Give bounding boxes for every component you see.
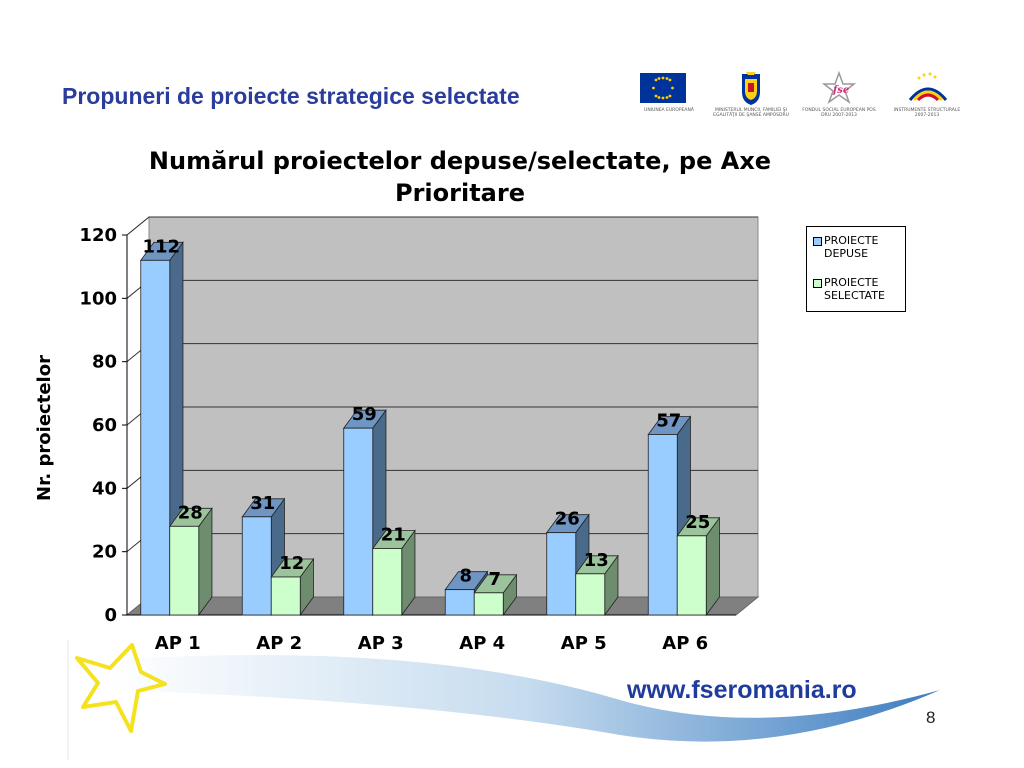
legend-label-depuse: PROIECTE DEPUSE xyxy=(824,234,879,260)
fse-logo-icon: fse FONDUL SOCIAL EUROPEAN POS DRU 2007-… xyxy=(800,70,878,125)
data-label-depuse: 8 xyxy=(459,566,472,587)
data-label-selectate: 25 xyxy=(685,512,710,533)
website-link[interactable]: www.fseromania.ro xyxy=(627,676,857,704)
bar-depuse xyxy=(444,589,475,616)
bar-selectate xyxy=(473,592,504,616)
legend-swatch-depuse xyxy=(813,237,822,246)
y-tick-label: 80 xyxy=(92,352,117,373)
y-axis-title: Nr. proiectelor xyxy=(34,355,55,501)
page-number: 8 xyxy=(926,708,936,727)
data-label-selectate: 28 xyxy=(178,502,203,523)
x-tick-label: AP 5 xyxy=(561,633,607,654)
bar-depuse xyxy=(647,434,678,616)
star-icon xyxy=(75,643,167,733)
structural-instruments-icon: INSTRUMENTE STRUCTURALE 2007-2013 xyxy=(888,70,966,125)
data-label-depuse: 26 xyxy=(555,509,580,530)
logo-bar: UNIUNEA EUROPEANĂ MINISTERUL MUNCII, FAM… xyxy=(630,70,970,130)
y-tick-label: 60 xyxy=(92,415,117,436)
data-label-selectate: 7 xyxy=(488,569,501,590)
x-tick-label: AP 1 xyxy=(155,633,201,654)
y-tick-label: 0 xyxy=(104,605,117,626)
bar-selectate-side xyxy=(198,507,213,617)
bar-depuse xyxy=(241,516,272,616)
bar-selectate xyxy=(676,535,707,616)
bar-selectate xyxy=(270,576,301,616)
chart-title: Numărul proiectelor depuse/selectate, pe… xyxy=(148,147,772,207)
y-tick-label: 100 xyxy=(79,288,117,309)
x-tick-label: AP 3 xyxy=(358,633,404,654)
legend-swatch-selectate xyxy=(813,279,822,288)
bar-selectate xyxy=(169,525,200,616)
logo-caption: FONDUL SOCIAL EUROPEAN POS DRU 2007-2013 xyxy=(802,108,876,118)
data-label-selectate: 12 xyxy=(279,553,304,574)
data-label-selectate: 13 xyxy=(584,550,609,571)
bar-depuse xyxy=(343,427,374,616)
data-label-selectate: 21 xyxy=(381,525,406,546)
y-tick-label: 120 xyxy=(79,225,117,246)
x-tick-label: AP 6 xyxy=(662,633,708,654)
logo-caption: UNIUNEA EUROPEANĂ xyxy=(644,108,694,113)
data-label-depuse: 59 xyxy=(352,404,377,425)
bar-selectate xyxy=(575,573,606,616)
x-tick-label: AP 4 xyxy=(459,633,505,654)
romania-coat-of-arms-icon: MINISTERUL MUNCII, FAMILIEI ŞI EGALITĂŢI… xyxy=(712,70,790,125)
gridline-side xyxy=(126,216,150,236)
logo-caption: MINISTERUL MUNCII, FAMILIEI ŞI EGALITĂŢI… xyxy=(713,108,789,118)
y-tick-label: 40 xyxy=(92,478,117,499)
slide-title: Propuneri de proiecte strategice selecta… xyxy=(62,83,520,109)
y-tick-label: 20 xyxy=(92,542,117,563)
legend-label-selectate: PROIECTE SELECTATE xyxy=(824,276,885,302)
data-label-depuse: 57 xyxy=(656,411,681,432)
bar-selectate xyxy=(372,548,403,616)
bar-depuse xyxy=(140,259,171,616)
data-label-depuse: 112 xyxy=(142,236,180,257)
bar-depuse xyxy=(546,532,577,616)
svg-text:fse: fse xyxy=(832,85,849,96)
eu-flag-icon: UNIUNEA EUROPEANĂ xyxy=(630,70,708,125)
data-label-depuse: 31 xyxy=(250,493,275,514)
chart-legend: PROIECTE DEPUSE PROIECTE SELECTATE xyxy=(806,226,906,312)
logo-caption: INSTRUMENTE STRUCTURALE 2007-2013 xyxy=(893,108,961,118)
x-tick-label: AP 2 xyxy=(256,633,302,654)
